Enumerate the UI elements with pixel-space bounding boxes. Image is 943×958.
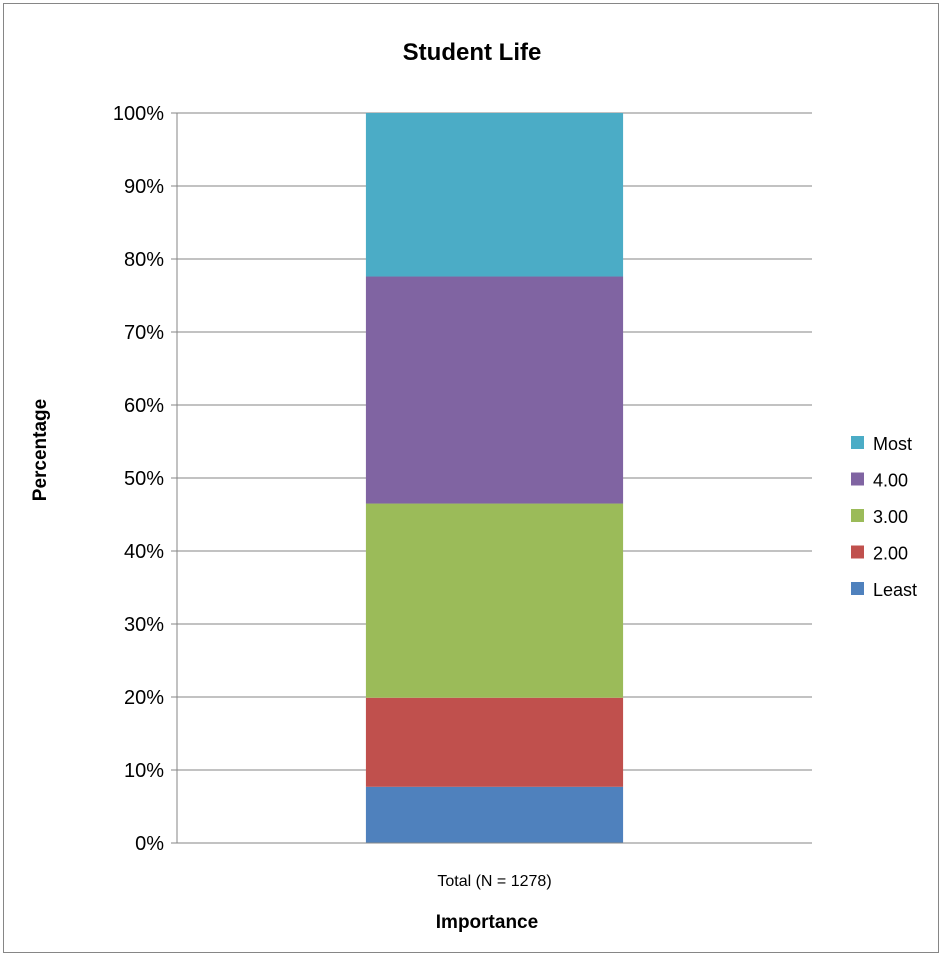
legend-label: Most bbox=[873, 434, 912, 454]
y-tick-label: 10% bbox=[124, 760, 164, 782]
legend-label: 4.00 bbox=[873, 471, 908, 491]
bar-segment bbox=[365, 113, 624, 277]
y-tick-label: 0% bbox=[135, 833, 164, 855]
y-tick-label: 70% bbox=[124, 322, 164, 344]
y-tick-label: 30% bbox=[124, 614, 164, 636]
x-category-label: Total (N = 1278) bbox=[437, 873, 551, 890]
legend-swatch bbox=[851, 436, 864, 449]
chart-title: Student Life bbox=[403, 39, 542, 66]
legend-label: 3.00 bbox=[873, 507, 908, 527]
y-tick-label: 80% bbox=[124, 249, 164, 271]
legend: Most 4.00 3.00 2.00 Least bbox=[851, 434, 917, 600]
bar-segment bbox=[365, 276, 624, 504]
legend-label: 2.00 bbox=[873, 544, 908, 564]
x-axis-categories: Total (N = 1278) bbox=[437, 873, 551, 890]
legend-swatch bbox=[851, 509, 864, 522]
y-tick-label: 90% bbox=[124, 176, 164, 198]
x-axis-title: Importance bbox=[436, 912, 538, 933]
bar-segment bbox=[365, 503, 624, 698]
y-axis-title: Percentage bbox=[30, 399, 51, 501]
legend-swatch bbox=[851, 472, 864, 486]
y-tick-label: 20% bbox=[124, 687, 164, 709]
bars bbox=[365, 113, 624, 843]
y-axis-ticks: 0% 10% 20% 30% 40% 50% 60% 70% 80% 90% 100% bbox=[113, 103, 177, 855]
legend-swatch bbox=[851, 545, 864, 559]
y-tick-label: 50% bbox=[124, 468, 164, 490]
y-tick-label: 60% bbox=[124, 395, 164, 417]
legend-label: Least bbox=[873, 580, 917, 600]
y-tick-label: 100% bbox=[113, 103, 164, 125]
bar-segment bbox=[365, 697, 624, 787]
y-tick-label: 40% bbox=[124, 541, 164, 563]
bar-segment bbox=[365, 786, 624, 843]
legend-swatch bbox=[851, 582, 864, 595]
